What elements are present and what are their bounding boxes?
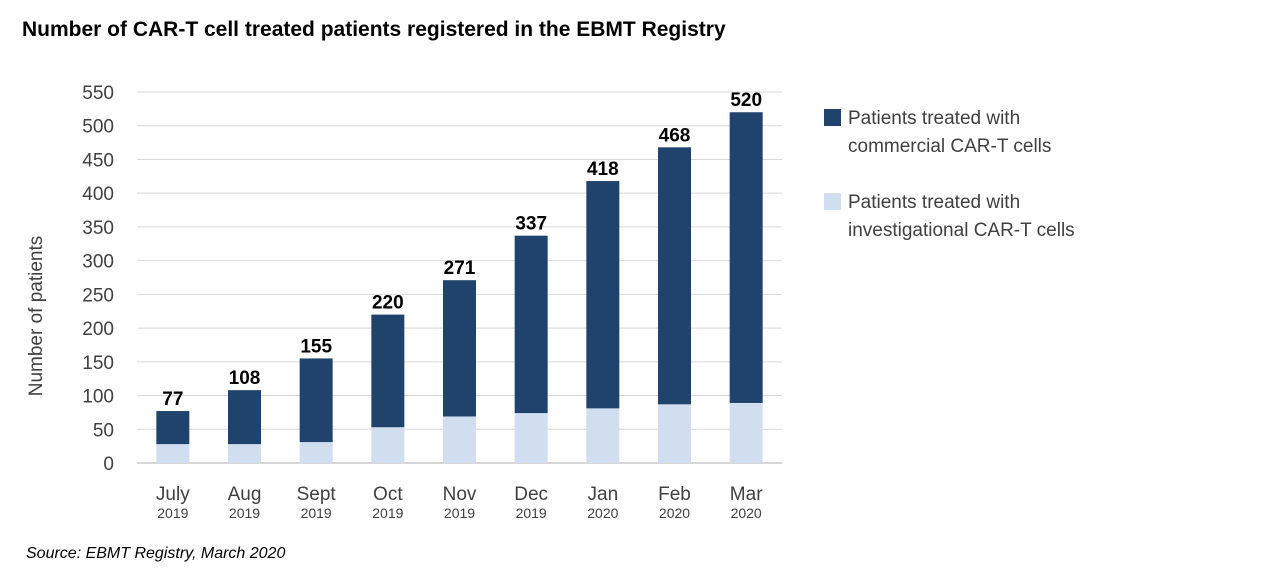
y-tick-label: 400	[82, 184, 114, 205]
y-tick-label: 500	[82, 117, 114, 138]
bar-investigational	[371, 427, 405, 463]
bar-commercial	[156, 411, 190, 445]
legend-label-investigational: Patients treated with investigational CA…	[848, 192, 1075, 241]
y-tick-label: 50	[93, 420, 114, 441]
bar-commercial	[371, 314, 405, 428]
total-label: 220	[372, 293, 404, 314]
bar-investigational	[228, 444, 261, 463]
legend-label-investigational-line1: Patients treated with	[848, 192, 1020, 213]
x-category-label: Mar	[730, 484, 763, 505]
x-category-year: 2019	[444, 505, 475, 521]
chart-title: Number of CAR-T cell treated patients re…	[22, 18, 726, 41]
bar-investigational	[729, 402, 763, 463]
y-axis-ticks: 0 50 100 150 200 250 300 350 400 450 500 550	[82, 83, 114, 475]
x-category-year: 2020	[731, 505, 762, 521]
bar-investigational	[586, 408, 620, 463]
bar-commercial	[228, 390, 261, 445]
x-category-label: Aug	[228, 484, 262, 505]
bar-investigational	[299, 442, 333, 463]
total-label: 337	[515, 214, 547, 235]
total-labels: 77 108 155 220 271 337 418 468 520	[162, 90, 762, 410]
y-tick-label: 550	[82, 83, 114, 104]
x-category-label: Jan	[588, 484, 619, 505]
bar-commercial	[299, 358, 333, 443]
bar-commercial	[658, 147, 691, 405]
x-category-label: Dec	[514, 484, 548, 505]
bar-investigational	[443, 416, 476, 463]
x-category-label: July	[156, 484, 190, 505]
x-category-label: Feb	[658, 484, 691, 505]
bar-commercial	[443, 280, 476, 417]
legend-label-investigational-line2: investigational CAR-T cells	[848, 220, 1075, 241]
x-category-year: 2019	[157, 505, 188, 521]
bar-commercial	[729, 112, 763, 403]
bars	[156, 112, 763, 463]
legend-label-commercial: Patients treated with commercial CAR-T c…	[848, 108, 1051, 157]
bar-investigational	[514, 413, 548, 463]
x-category-year: 2019	[372, 505, 403, 521]
x-category-label: Oct	[373, 484, 403, 505]
legend-label-commercial-line2: commercial CAR-T cells	[848, 136, 1051, 157]
total-label: 271	[444, 258, 476, 279]
y-tick-label: 0	[103, 454, 114, 475]
total-label: 468	[659, 125, 691, 146]
x-category-label: Sept	[297, 484, 337, 505]
bar-investigational	[156, 444, 190, 463]
x-category-label: Nov	[443, 484, 477, 505]
legend-label-commercial-line1: Patients treated with	[848, 108, 1020, 129]
y-tick-label: 200	[82, 319, 114, 340]
total-label: 77	[162, 389, 183, 410]
y-tick-label: 150	[82, 353, 114, 374]
x-category-year: 2019	[301, 505, 332, 521]
legend-swatch-investigational	[824, 193, 841, 210]
bar-commercial	[514, 235, 548, 414]
legend: Patients treated with commercial CAR-T c…	[824, 108, 1075, 241]
bar-investigational	[658, 404, 691, 463]
total-label: 520	[730, 90, 762, 111]
x-category-year: 2019	[229, 505, 260, 521]
total-label: 155	[300, 336, 332, 357]
x-category-year: 2020	[587, 505, 618, 521]
y-tick-label: 300	[82, 252, 114, 273]
x-axis-categories: July2019Aug2019Sept2019Oct2019Nov2019Dec…	[156, 484, 763, 521]
y-axis-label: Number of patients	[26, 236, 47, 397]
legend-swatch-commercial	[824, 109, 841, 126]
total-label: 108	[229, 368, 261, 389]
y-tick-label: 350	[82, 218, 114, 239]
y-tick-label: 250	[82, 285, 114, 306]
total-label: 418	[587, 159, 619, 180]
bar-commercial	[586, 181, 620, 409]
x-category-year: 2019	[516, 505, 547, 521]
x-category-year: 2020	[659, 505, 690, 521]
y-tick-label: 450	[82, 150, 114, 171]
source-note: Source: EBMT Registry, March 2020	[26, 545, 286, 562]
y-tick-label: 100	[82, 387, 114, 408]
